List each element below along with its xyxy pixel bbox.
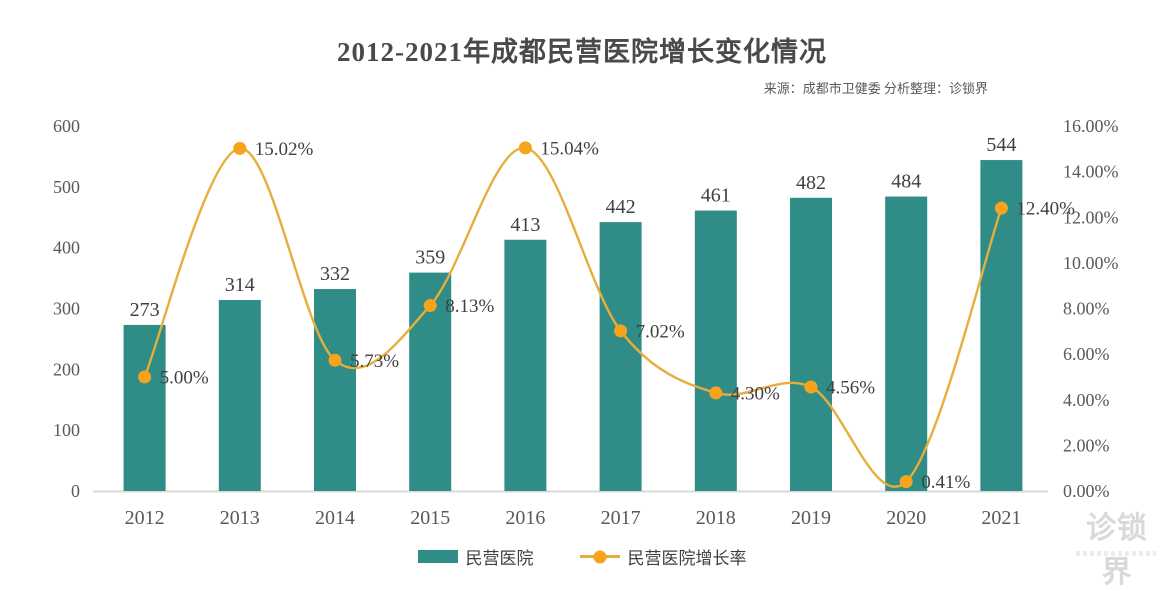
source-note: 来源：成都市卫健委 分析整理：诊锁界 xyxy=(763,81,988,96)
left-axis-tick: 300 xyxy=(53,299,80,319)
right-axis-tick: 12.00% xyxy=(1063,207,1119,227)
x-axis-label: 2015 xyxy=(410,507,450,529)
chart-title: 2012-2021年成都民营医院增长变化情况 xyxy=(337,37,827,67)
left-axis-tick: 100 xyxy=(53,420,80,440)
line-marker xyxy=(423,299,437,313)
watermark-tagline xyxy=(1076,551,1156,556)
bar xyxy=(980,160,1023,492)
line-marker xyxy=(518,141,532,155)
growth-rate-label: 4.56% xyxy=(826,377,875,398)
growth-rate-label: 15.02% xyxy=(255,139,314,160)
x-axis-label: 2012 xyxy=(125,507,165,529)
right-axis-tick: 16.00% xyxy=(1063,116,1119,136)
bar-value-label: 482 xyxy=(796,172,826,194)
bar xyxy=(218,299,261,491)
x-axis-label: 2019 xyxy=(791,507,831,529)
right-axis-tick: 6.00% xyxy=(1063,344,1110,364)
bar xyxy=(790,197,832,492)
bar-value-label: 332 xyxy=(320,263,350,285)
growth-rate-label: 8.13% xyxy=(445,296,494,317)
line-marker xyxy=(709,386,723,400)
growth-rate-label: 12.40% xyxy=(1016,199,1075,220)
legend-label-line: 民营医院增长率 xyxy=(627,549,747,568)
x-axis-label: 2018 xyxy=(696,507,736,529)
right-axis-tick: 0.00% xyxy=(1063,481,1110,501)
bar-value-label: 359 xyxy=(415,247,445,269)
bar xyxy=(885,196,928,492)
line-marker xyxy=(994,201,1008,215)
growth-rate-label: 0.41% xyxy=(921,472,970,493)
bar-value-label: 413 xyxy=(510,214,540,236)
x-axis-label: 2014 xyxy=(315,507,355,529)
bar xyxy=(314,289,356,491)
x-axis-label: 2020 xyxy=(886,507,926,529)
bar xyxy=(694,210,737,491)
bar-value-label: 314 xyxy=(225,274,255,296)
line-marker xyxy=(804,380,818,394)
line-series-swatch-icon xyxy=(579,550,620,563)
left-axis-tick: 400 xyxy=(53,238,80,258)
line-marker xyxy=(899,475,913,489)
line-marker xyxy=(233,141,247,155)
right-axis-tick: 14.00% xyxy=(1063,162,1119,182)
plot-area: 0 100 200 300 400 500 600 0.00% 2.00% 4.00% 6.00% 8… xyxy=(53,116,1119,529)
left-axis-tick: 0 xyxy=(71,481,80,501)
left-axis-tick: 600 xyxy=(53,116,80,136)
growth-rate-label: 5.73% xyxy=(350,351,399,372)
growth-rate-label: 15.04% xyxy=(540,138,599,159)
legend-item-bar: 民营医院 xyxy=(417,544,534,569)
bar xyxy=(599,222,642,491)
bar-value-label: 442 xyxy=(606,196,636,218)
legend: 民营医院 民营医院增长率 xyxy=(0,544,1164,569)
right-axis-tick: 10.00% xyxy=(1063,253,1119,273)
line-marker xyxy=(328,353,342,367)
bar-value-label: 544 xyxy=(986,134,1016,156)
bar-value-label: 273 xyxy=(130,299,160,321)
left-axis-tick: 200 xyxy=(53,359,80,379)
line-marker xyxy=(614,324,628,338)
legend-item-line: 民营医院增长率 xyxy=(579,544,747,569)
left-axis-tick: 500 xyxy=(53,177,80,197)
bar xyxy=(123,324,166,491)
legend-label-bar: 民营医院 xyxy=(465,549,534,568)
x-axis-label: 2021 xyxy=(981,507,1021,529)
x-axis-label: 2017 xyxy=(601,507,641,529)
watermark-logo: 诊锁界 xyxy=(1086,512,1148,589)
growth-rate-label: 4.30% xyxy=(731,383,780,404)
chart-container: 2012-2021年成都民营医院增长变化情况 来源：成都市卫健委 分析整理：诊锁… xyxy=(0,37,1164,589)
bar-value-label: 484 xyxy=(891,171,921,193)
growth-rate-line xyxy=(143,146,1003,488)
right-axis-tick: 4.00% xyxy=(1063,390,1110,410)
bar xyxy=(504,239,547,491)
bar-value-label: 461 xyxy=(701,185,731,207)
right-axis-tick: 2.00% xyxy=(1063,435,1110,455)
line-marker xyxy=(138,370,152,384)
x-axis-label: 2013 xyxy=(220,507,260,529)
growth-rate-label: 7.02% xyxy=(636,321,685,342)
right-axis-tick: 8.00% xyxy=(1063,299,1110,319)
line-marker-icon xyxy=(593,550,606,563)
growth-rate-label: 5.00% xyxy=(160,367,209,388)
bar-series-swatch-icon xyxy=(417,550,458,563)
x-axis-label: 2016 xyxy=(505,507,545,529)
